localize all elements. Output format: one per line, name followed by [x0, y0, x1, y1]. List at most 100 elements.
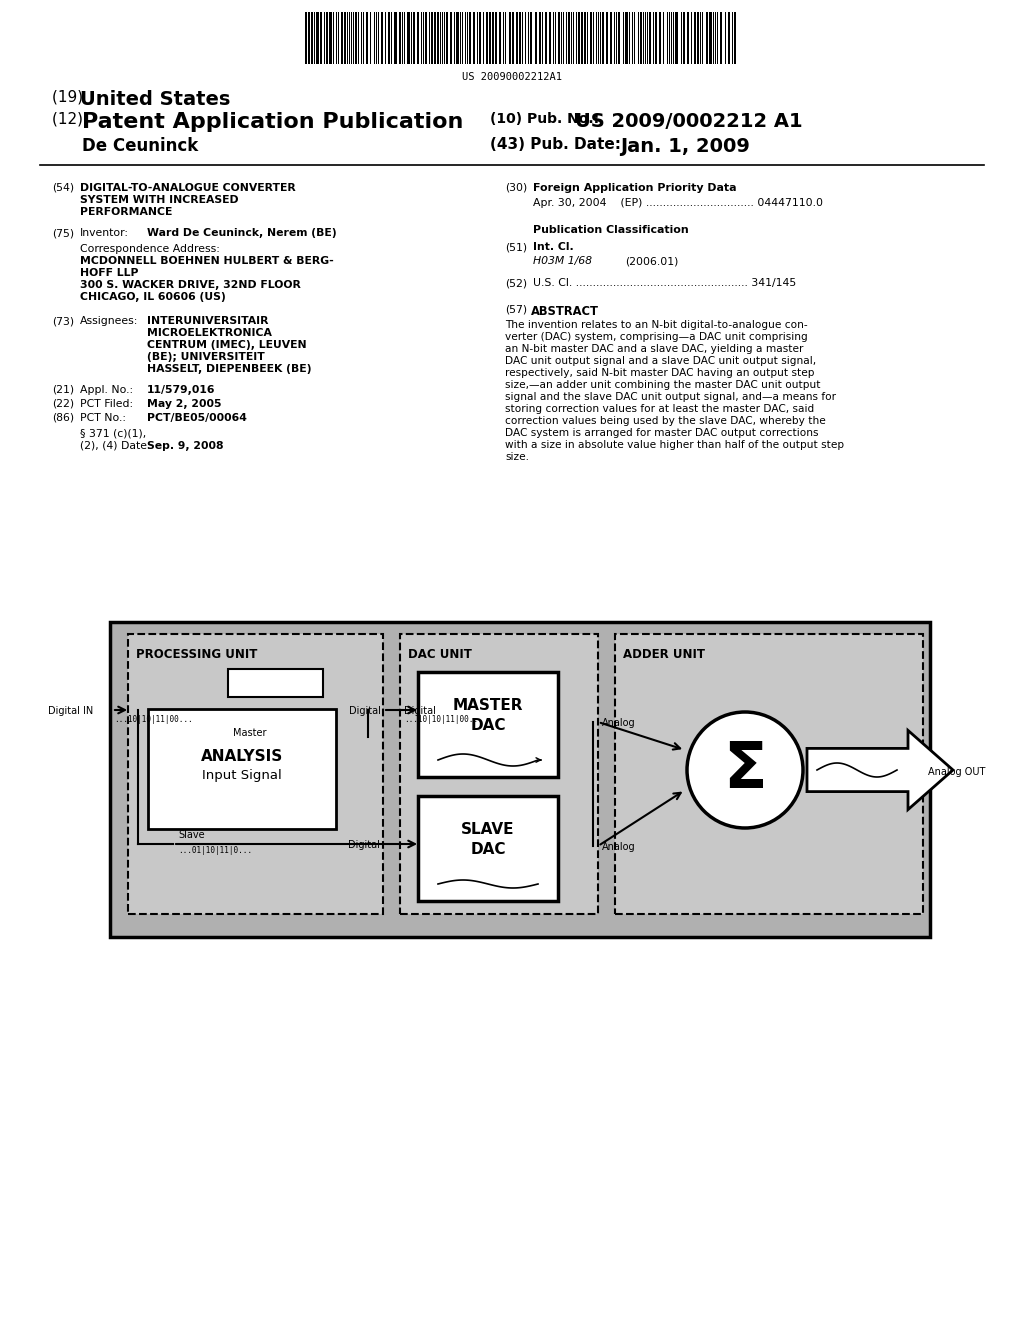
- Text: DAC unit output signal and a slave DAC unit output signal,: DAC unit output signal and a slave DAC u…: [505, 356, 816, 366]
- Text: May 2, 2005: May 2, 2005: [147, 399, 221, 409]
- Text: ABSTRACT: ABSTRACT: [531, 305, 599, 318]
- Bar: [434, 12, 436, 63]
- Bar: [316, 12, 319, 63]
- Text: (54): (54): [52, 183, 74, 193]
- Bar: [381, 12, 383, 63]
- Text: with a size in absolute value higher than half of the output step: with a size in absolute value higher tha…: [505, 440, 844, 450]
- Text: DIGITAL-TO-ANALOGUE CONVERTER: DIGITAL-TO-ANALOGUE CONVERTER: [80, 183, 296, 193]
- Text: Analog OUT: Analog OUT: [928, 767, 985, 777]
- Bar: [344, 12, 346, 63]
- Bar: [606, 12, 608, 63]
- Bar: [319, 12, 322, 63]
- Bar: [640, 12, 642, 63]
- Bar: [694, 12, 696, 63]
- Bar: [366, 12, 368, 63]
- Text: ADDER UNIT: ADDER UNIT: [623, 648, 705, 661]
- Bar: [492, 12, 494, 63]
- Bar: [394, 12, 397, 63]
- Text: (86): (86): [52, 413, 74, 422]
- Bar: [530, 12, 532, 63]
- Text: PROCESSING UNIT: PROCESSING UNIT: [136, 648, 257, 661]
- Bar: [407, 12, 410, 63]
- Text: HASSELT, DIEPENBEEK (BE): HASSELT, DIEPENBEEK (BE): [147, 364, 311, 374]
- Bar: [618, 12, 620, 63]
- Bar: [683, 12, 685, 63]
- Bar: [431, 12, 433, 63]
- Text: Patent Application Publication: Patent Application Publication: [82, 112, 464, 132]
- Bar: [675, 12, 678, 63]
- Text: ANALYSIS: ANALYSIS: [201, 748, 283, 764]
- Text: Analog: Analog: [602, 718, 636, 729]
- Text: storing correction values for at least the master DAC, said: storing correction values for at least t…: [505, 404, 814, 414]
- Text: DAC system is arranged for master DAC output corrections: DAC system is arranged for master DAC ou…: [505, 428, 818, 438]
- Text: DAC UNIT: DAC UNIT: [408, 648, 472, 661]
- Text: (2), (4) Date:: (2), (4) Date:: [80, 441, 151, 451]
- Bar: [578, 12, 580, 63]
- Text: 300 S. WACKER DRIVE, 32ND FLOOR: 300 S. WACKER DRIVE, 32ND FLOOR: [80, 280, 301, 290]
- Bar: [489, 12, 490, 63]
- Bar: [450, 12, 452, 63]
- Bar: [341, 12, 343, 63]
- Text: US 20090002212A1: US 20090002212A1: [462, 73, 562, 82]
- Text: The invention relates to an N-bit digital-to-analogue con-: The invention relates to an N-bit digita…: [505, 319, 808, 330]
- Bar: [659, 12, 662, 63]
- Bar: [584, 12, 586, 63]
- Text: size.: size.: [505, 451, 529, 462]
- Bar: [558, 12, 560, 63]
- Text: Digital: Digital: [404, 706, 436, 715]
- Text: ...01|10|11|0...: ...01|10|11|0...: [178, 846, 252, 855]
- Text: Σ: Σ: [723, 739, 767, 801]
- Bar: [545, 12, 547, 63]
- Bar: [355, 12, 357, 63]
- Text: PCT No.:: PCT No.:: [80, 413, 126, 422]
- Text: SLAVE: SLAVE: [461, 822, 515, 837]
- Text: U.S. Cl. ................................................... 341/145: U.S. Cl. ...............................…: [534, 279, 797, 288]
- Text: MICROELEKTRONICA: MICROELEKTRONICA: [147, 327, 272, 338]
- Text: § 371 (c)(1),: § 371 (c)(1),: [80, 428, 146, 438]
- Bar: [311, 12, 313, 63]
- Text: (10) Pub. No.:: (10) Pub. No.:: [490, 112, 609, 125]
- Bar: [499, 12, 501, 63]
- Text: Publication Classification: Publication Classification: [534, 224, 689, 235]
- Bar: [697, 12, 699, 63]
- Text: De Ceuninck: De Ceuninck: [82, 137, 199, 154]
- Text: correction values being used by the slave DAC, whereby the: correction values being used by the slav…: [505, 416, 825, 426]
- Text: Correspondence Address:: Correspondence Address:: [80, 244, 220, 253]
- Bar: [549, 12, 551, 63]
- Text: (21): (21): [52, 385, 74, 395]
- Text: HOFF LLP: HOFF LLP: [80, 268, 138, 279]
- Text: (57): (57): [505, 305, 527, 315]
- Text: Sep. 9, 2008: Sep. 9, 2008: [147, 441, 223, 451]
- Text: verter (DAC) system, comprising—a DAC unit comprising: verter (DAC) system, comprising—a DAC un…: [505, 333, 808, 342]
- Text: (51): (51): [505, 242, 527, 252]
- Text: ...10|10|11|00...: ...10|10|11|00...: [404, 715, 482, 723]
- Text: Analog: Analog: [602, 842, 636, 851]
- Text: (19): (19): [52, 90, 88, 106]
- Bar: [625, 12, 628, 63]
- Text: (12): (12): [52, 112, 88, 127]
- Bar: [649, 12, 651, 63]
- Bar: [655, 12, 657, 63]
- Bar: [495, 12, 497, 63]
- Bar: [486, 12, 488, 63]
- Bar: [479, 12, 481, 63]
- Text: DAC: DAC: [470, 718, 506, 733]
- Bar: [418, 672, 558, 777]
- Bar: [417, 12, 419, 63]
- Bar: [473, 12, 475, 63]
- Bar: [388, 12, 390, 63]
- Text: MASTER: MASTER: [453, 698, 523, 713]
- Text: respectively, said N-bit master DAC having an output step: respectively, said N-bit master DAC havi…: [505, 368, 814, 378]
- Bar: [308, 12, 310, 63]
- Text: 11/579,016: 11/579,016: [147, 385, 215, 395]
- Text: an N-bit master DAC and a slave DAC, yielding a master: an N-bit master DAC and a slave DAC, yie…: [505, 345, 804, 354]
- Text: Foreign Application Priority Data: Foreign Application Priority Data: [534, 183, 736, 193]
- FancyArrow shape: [807, 730, 953, 809]
- Bar: [228, 669, 323, 697]
- Bar: [720, 12, 722, 63]
- Text: MCDONNELL BOEHNEN HULBERT & BERG-: MCDONNELL BOEHNEN HULBERT & BERG-: [80, 256, 334, 267]
- Bar: [128, 634, 383, 913]
- Circle shape: [687, 711, 803, 828]
- Text: size,—an adder unit combining the master DAC unit output: size,—an adder unit combining the master…: [505, 380, 820, 389]
- Text: CHICAGO, IL 60606 (US): CHICAGO, IL 60606 (US): [80, 292, 225, 302]
